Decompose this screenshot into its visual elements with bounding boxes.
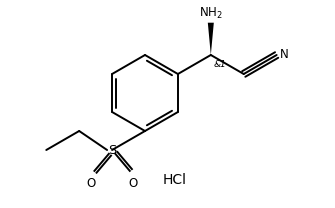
Polygon shape: [208, 23, 214, 55]
Text: N: N: [280, 48, 288, 62]
Text: O: O: [86, 177, 96, 190]
Text: HCl: HCl: [163, 173, 187, 187]
Text: NH$_2$: NH$_2$: [199, 6, 223, 21]
Text: &1: &1: [214, 60, 226, 69]
Text: S: S: [108, 144, 116, 156]
Text: O: O: [128, 177, 138, 190]
